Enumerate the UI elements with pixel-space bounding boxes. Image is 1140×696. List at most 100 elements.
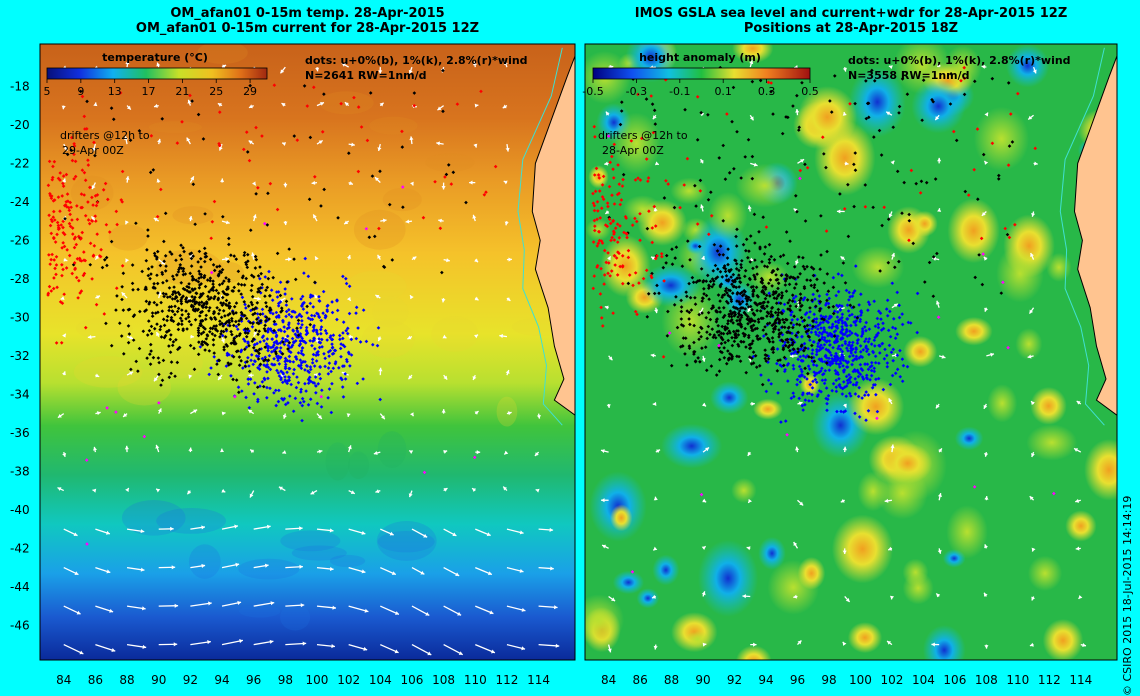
drifter-dot (885, 313, 890, 318)
drifter-dot (803, 326, 808, 331)
drifter-dot (914, 181, 918, 186)
arrow-head (536, 414, 541, 419)
drifter-dot (313, 375, 318, 379)
drifter-dot (263, 345, 268, 349)
arrow-head (1028, 115, 1033, 120)
drifter-dot (810, 298, 814, 303)
drifter-dot (616, 250, 620, 254)
drifter-dot (246, 355, 250, 360)
sea-level-eddy (831, 514, 894, 584)
drifter-dot (746, 314, 750, 319)
drifter-dot (755, 334, 760, 338)
drifter-dot (897, 315, 902, 320)
arrow-head (346, 413, 351, 417)
arrow-head (346, 296, 351, 301)
drifter-dot (325, 338, 329, 342)
drifter-dot (721, 293, 725, 298)
drifter-dot (174, 294, 178, 299)
drifter-dot (799, 315, 804, 320)
drifter-dot (921, 78, 926, 82)
sea-level-eddy (996, 244, 1044, 303)
drifter-dot (296, 318, 301, 323)
drifter-dot (844, 330, 849, 334)
drifter-dot (745, 299, 749, 303)
drifter-dot (179, 297, 183, 302)
arrow-head (62, 178, 66, 183)
drifter-dot (962, 76, 967, 81)
drifter-dot (874, 377, 878, 382)
drifter-dot (196, 326, 201, 330)
drifter-dot (716, 323, 720, 328)
drifter-dot (347, 351, 351, 356)
drifter-dot (981, 152, 986, 157)
drifter-dot (51, 209, 56, 214)
drifter-dot (262, 326, 267, 331)
drifter-dot (836, 356, 841, 361)
drifter-dot (834, 371, 838, 376)
drifter-dot (325, 308, 329, 312)
drifter-dot (802, 341, 807, 346)
arrow-head (220, 178, 225, 183)
drifter-dot (296, 351, 301, 355)
drifter-dot (610, 193, 614, 198)
drifter-dot (256, 287, 261, 291)
drifter-dot (771, 268, 775, 273)
arrow-head (602, 544, 607, 549)
drifter-dot (213, 333, 217, 338)
drifter-dot (213, 317, 218, 322)
drifter-dot (303, 359, 307, 364)
drifter-dot (401, 205, 405, 210)
drifter-dot (216, 274, 221, 278)
drifter-dot (827, 368, 832, 372)
arrow-head (161, 260, 166, 265)
sea-level-eddy (600, 234, 651, 298)
drifter-dot (291, 371, 296, 376)
arrow-head (519, 568, 524, 573)
drifter-dot (310, 294, 315, 298)
arrow-head (106, 530, 110, 535)
drifter-dot (162, 259, 166, 264)
drifter-dot (377, 226, 381, 231)
drifter-dot (86, 163, 91, 167)
drifter-dot (321, 289, 326, 294)
drifter-dot (225, 344, 230, 348)
arrow-head (125, 258, 130, 263)
drifter-dot (102, 257, 107, 262)
lon-tick-label: 94 (214, 673, 229, 687)
drifter-dot (763, 245, 768, 249)
sea-level-eddy (922, 624, 966, 660)
drifter-dot (217, 264, 222, 268)
lon-tick-label: 92 (183, 673, 198, 687)
drifter-dot (263, 329, 268, 333)
drifter-dot (90, 195, 94, 200)
drifter-dot (853, 392, 858, 396)
drifter-dot (976, 197, 980, 202)
arrow-head (984, 496, 989, 500)
drifter-dot (60, 194, 65, 198)
drifter-dot (251, 312, 255, 317)
drifter-dot (296, 333, 301, 337)
drifter-dot (306, 316, 311, 320)
current-arrow (411, 644, 432, 656)
drifter-dot (744, 296, 748, 301)
drifter-dot (185, 327, 189, 331)
drifter-dot (356, 105, 361, 109)
drifter-dot (721, 252, 726, 257)
colorbar-tick-label: 13 (108, 85, 122, 98)
arrow-head (793, 594, 798, 599)
drifter-dot (149, 134, 154, 138)
drifter-dot (776, 358, 780, 363)
drifter-dot (298, 358, 303, 362)
drifter-dot (313, 346, 317, 351)
drifter-dot (266, 327, 271, 331)
drifter-dot (261, 384, 266, 389)
sea-level-eddy (851, 245, 905, 289)
drifter-dot (730, 335, 734, 340)
drifter-dot (319, 405, 324, 409)
drifter-dot (653, 256, 658, 261)
drifter-dot (301, 353, 306, 357)
drifter-dot (304, 389, 308, 393)
drifter-dot (170, 292, 175, 297)
drifter-dot (167, 308, 171, 313)
drifter-dot (633, 309, 638, 314)
